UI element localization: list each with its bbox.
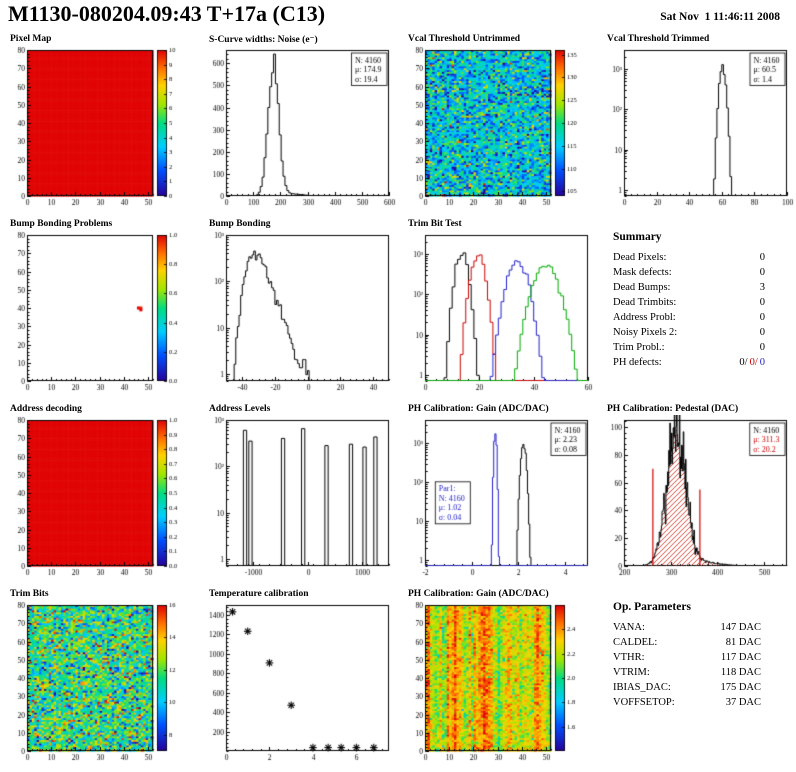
address-decoding-heatmap: [0, 415, 199, 587]
panel-address-levels: Address Levels: [199, 402, 398, 587]
panel-vcal-untrimmed: Vcal Threshold Untrimmed: [398, 32, 597, 217]
pixel-map-heatmap: [0, 45, 199, 217]
kv-row: VANA: 147 DAC: [613, 622, 761, 633]
panel-ph-gain-hist: PH Calibration: Gain (ADC/DAC): [398, 402, 597, 587]
panel-title: Bump Bonding Problems: [10, 219, 113, 229]
ph-gain-heatmap: [398, 600, 597, 772]
page-title: M1130-080204.09:43 T+17a (C13): [8, 1, 326, 26]
panel-address-decoding: Address decoding: [0, 402, 199, 587]
panel-title: Address Levels: [209, 404, 271, 414]
bump-problems-heatmap: [0, 230, 199, 402]
ph-pedestal-histogram: [597, 415, 796, 587]
ph-gain-histogram: [398, 415, 597, 587]
kv-row: CALDEL: 81 DAC: [613, 637, 761, 648]
panel-ph-pedestal: PH Calibration: Pedestal (DAC): [597, 402, 796, 587]
panel-title: Vcal Threshold Trimmed: [607, 34, 710, 44]
panel-title: PH Calibration: Gain (ADC/DAC): [408, 589, 549, 599]
panel-trim-bit-test: Trim Bit Test: [398, 217, 597, 402]
panel-summary: Summary Dead Pixels: 0 Mask defects: 0 Dead …: [597, 217, 796, 402]
panel-trim-bits: Trim Bits: [0, 587, 199, 772]
kv-row: Dead Bumps: 3: [613, 282, 765, 293]
panel-vcal-trimmed: Vcal Threshold Trimmed: [597, 32, 796, 217]
plot-grid: Pixel Map S-Curve widths: Noise (e⁻) Vca…: [0, 32, 796, 772]
panel-bump-bonding: Bump Bonding: [199, 217, 398, 402]
panel-op-parameters: Op. Parameters VANA: 147 DAC CALDEL: 81 DAC…: [597, 587, 796, 772]
op-parameters-rows: VANA: 147 DAC CALDEL: 81 DAC VTHR: 117 DAC VTR…: [613, 620, 796, 710]
kv-row: Noisy Pixels 2: 0: [613, 327, 765, 338]
summary-title: Summary: [613, 231, 662, 243]
panel-title: Vcal Threshold Untrimmed: [408, 34, 521, 44]
address-levels-histogram: [199, 415, 398, 587]
panel-title: PH Calibration: Gain (ADC/DAC): [408, 404, 549, 414]
scurve-noise-histogram: [199, 45, 398, 217]
kv-row: VOFFSETOP: 37 DAC: [613, 697, 761, 708]
kv-row: Trim Probl.: 0: [613, 342, 765, 353]
vcal-trimmed-histogram: [597, 45, 796, 217]
kv-row: Dead Trimbits: 0: [613, 297, 765, 308]
header: M1130-080204.09:43 T+17a (C13) Sat Nov 1…: [0, 0, 796, 32]
panel-title: Address decoding: [10, 404, 82, 414]
panel-scurve-noise: S-Curve widths: Noise (e⁻): [199, 32, 398, 217]
kv-row: VTHR: 117 DAC: [613, 652, 761, 663]
panel-title: S-Curve widths: Noise (e⁻): [209, 35, 318, 45]
trim-bit-test-histogram: [398, 230, 597, 402]
kv-row: Address Probl: 0: [613, 312, 765, 323]
panel-bump-problems: Bump Bonding Problems: [0, 217, 199, 402]
vcal-untrimmed-heatmap: [398, 45, 597, 217]
kv-row: PH defects: 0/0/0: [613, 357, 765, 368]
kv-row: Dead Pixels: 0: [613, 252, 765, 263]
panel-title: Bump Bonding: [209, 219, 271, 229]
bump-bonding-histogram: [199, 230, 398, 402]
panel-title: PH Calibration: Pedestal (DAC): [607, 404, 739, 414]
panel-temperature-calibration: Temperature calibration: [199, 587, 398, 772]
temperature-calibration-scatter: [199, 600, 398, 772]
kv-row: IBIAS_DAC: 175 DAC: [613, 682, 761, 693]
panel-title: Trim Bits: [10, 589, 49, 599]
panel-title: Trim Bit Test: [408, 219, 462, 229]
panel-title: Pixel Map: [10, 34, 52, 44]
kv-row: VTRIM: 118 DAC: [613, 667, 761, 678]
kv-row: Mask defects: 0: [613, 267, 765, 278]
panel-title: Temperature calibration: [209, 589, 309, 599]
trim-bits-heatmap: [0, 600, 199, 772]
summary-rows: Dead Pixels: 0 Mask defects: 0 Dead Bumps: 3 D…: [613, 250, 796, 370]
op-parameters-title: Op. Parameters: [613, 601, 691, 613]
panel-pixel-map: Pixel Map: [0, 32, 199, 217]
panel-ph-gain-map: PH Calibration: Gain (ADC/DAC): [398, 587, 597, 772]
timestamp: Sat Nov 1 11:46:11 2008: [660, 11, 780, 23]
